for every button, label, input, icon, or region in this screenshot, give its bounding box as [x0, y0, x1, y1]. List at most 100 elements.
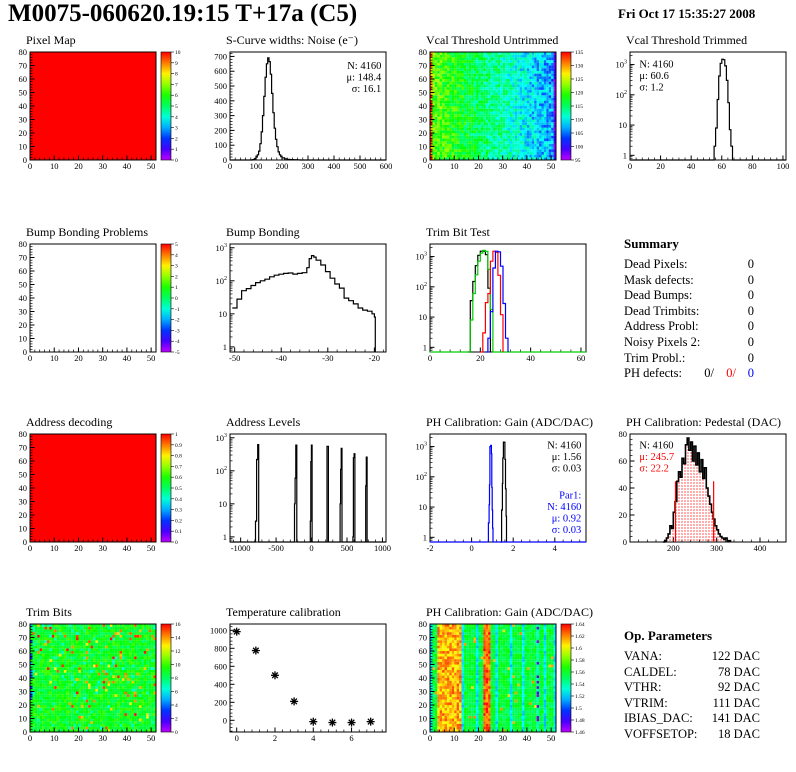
svg-text:3: 3	[175, 126, 178, 132]
row-value: 0	[747, 319, 754, 334]
row-value-part: 0	[747, 366, 754, 381]
x-axis: -50 -40 -30 -20	[229, 347, 385, 363]
svg-text:7: 7	[175, 82, 178, 88]
svg-text:60: 60	[19, 266, 28, 276]
svg-text:20: 20	[19, 510, 28, 520]
panel-title: PH Calibration: Gain (ADC/DAC)	[426, 605, 593, 619]
svg-text:20: 20	[476, 353, 485, 363]
panel-title: Bump Bonding	[226, 225, 300, 239]
svg-text:100: 100	[214, 140, 227, 150]
svg-text:40: 40	[619, 483, 628, 493]
svg-text:103: 103	[616, 60, 628, 70]
panel-title: Address decoding	[26, 415, 113, 429]
series	[630, 58, 786, 161]
svg-text:1: 1	[423, 342, 427, 352]
y-axis: 1 10 102 103	[216, 243, 235, 353]
svg-text:400: 400	[214, 96, 227, 106]
svg-text:0.5: 0.5	[175, 486, 182, 492]
y-axis: 0 10 20 30 40 50 60 70 80	[19, 429, 35, 547]
row-label: IBIAS_DAC:	[624, 711, 693, 726]
svg-text:102: 102	[216, 466, 228, 476]
svg-text:40: 40	[123, 543, 132, 553]
svg-text:30: 30	[98, 353, 107, 363]
svg-text:μ: 1.56: μ: 1.56	[552, 452, 582, 463]
row-value: 0	[747, 272, 754, 287]
svg-text:0.8: 0.8	[175, 454, 182, 460]
heatmap-cells	[430, 624, 557, 733]
svg-text:50: 50	[19, 470, 28, 480]
chart-trim-bit-test: 0 20 40 60 1 10 102 103	[416, 243, 587, 363]
svg-text:50: 50	[19, 88, 28, 98]
text-row: VTHR: 92 DAC	[624, 680, 760, 696]
row-value: 111 DAC	[712, 695, 760, 710]
svg-text:10: 10	[419, 142, 428, 152]
y-axis: 0 20 40 60 80	[619, 429, 635, 547]
svg-text:1: 1	[175, 285, 178, 291]
svg-text:N: 4160: N: 4160	[547, 502, 581, 513]
svg-text:50: 50	[147, 543, 156, 553]
svg-text:5: 5	[175, 242, 178, 248]
svg-text:80: 80	[748, 161, 757, 171]
svg-text:0.2: 0.2	[175, 518, 182, 524]
svg-text:10: 10	[219, 499, 228, 509]
series	[232, 255, 376, 352]
text-row: Dead Pixels: 0	[624, 257, 754, 273]
heatmap-cells	[30, 52, 156, 160]
svg-text:4: 4	[175, 253, 178, 259]
svg-text:40: 40	[419, 101, 428, 111]
svg-text:0: 0	[23, 537, 27, 547]
x-axis: 0 10 20 30 40 50	[28, 155, 157, 171]
text-row: CALDEL: 78 DAC	[624, 665, 760, 681]
svg-text:-2: -2	[175, 318, 180, 324]
svg-text:95: 95	[575, 158, 581, 164]
svg-text:10: 10	[19, 142, 28, 152]
colorbar: 1 0.9 0.8 0.7 0.6 0.5 0.4 0.3 0.2 0.1 0	[160, 432, 182, 546]
y-axis: 1 10 102 103	[616, 55, 635, 161]
svg-text:80: 80	[19, 429, 28, 439]
svg-text:60: 60	[577, 353, 586, 363]
series	[230, 57, 386, 161]
svg-text:0: 0	[28, 161, 32, 171]
row-label: VOFFSETOP:	[624, 726, 698, 741]
svg-text:200: 200	[276, 161, 289, 171]
svg-text:40: 40	[523, 161, 532, 171]
svg-text:103: 103	[216, 243, 228, 253]
svg-text:-4: -4	[175, 339, 180, 345]
text-row: Dead Trimbits: 0	[624, 304, 754, 320]
svg-text:20: 20	[74, 543, 83, 553]
row-label: CALDEL:	[624, 664, 677, 679]
svg-text:20: 20	[474, 161, 483, 171]
row-value: 0	[747, 303, 754, 318]
svg-text:N: 4160: N: 4160	[639, 60, 673, 71]
panel-address-levels: Address Levels -1000 -500 0 500 1000 1 10 102 103	[200, 412, 400, 602]
row-value: 0	[747, 350, 754, 365]
svg-text:20: 20	[19, 320, 28, 330]
panel-ph-gain-map: PH Calibration: Gain (ADC/DAC) 0 10 20 30 40 5…	[400, 602, 600, 772]
svg-text:0.9: 0.9	[175, 443, 182, 449]
svg-text:1000: 1000	[374, 543, 391, 553]
svg-text:40: 40	[123, 353, 132, 363]
svg-text:40: 40	[19, 483, 28, 493]
svg-text:0: 0	[623, 537, 627, 547]
panel-title: Address Levels	[226, 415, 301, 429]
row-label: Dead Bumps:	[624, 288, 693, 303]
scatter-points	[232, 627, 375, 727]
svg-text:200: 200	[214, 125, 227, 135]
svg-text:700: 700	[214, 51, 227, 61]
text-row: IBIAS_DAC: 141 DAC	[624, 711, 760, 727]
svg-text:0: 0	[228, 161, 232, 171]
panel-ph-pedestal: PH Calibration: Pedestal (DAC) 200 300 400 0…	[600, 412, 796, 602]
svg-text:-1000: -1000	[231, 543, 251, 553]
svg-text:300: 300	[710, 543, 723, 553]
y-axis: 0 100 200 300 400 500 600 700	[214, 51, 235, 165]
page-title: M0075-060620.19:15 T+17a (C5)	[8, 0, 358, 27]
svg-text:500: 500	[214, 81, 227, 91]
svg-text:N: 4160: N: 4160	[347, 61, 381, 72]
